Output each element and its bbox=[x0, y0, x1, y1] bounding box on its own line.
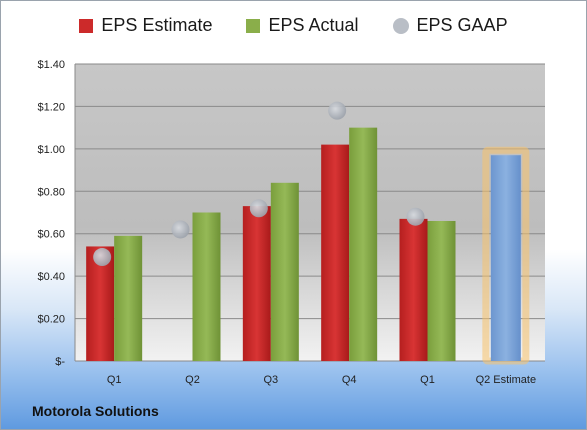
point-eps-gaap bbox=[328, 101, 347, 120]
y-tick-label: $0.40 bbox=[37, 271, 65, 283]
y-tick-label: $1.00 bbox=[37, 144, 65, 156]
company-name: Motorola Solutions bbox=[32, 403, 159, 419]
legend-swatch-eps-actual bbox=[246, 18, 261, 33]
bars bbox=[86, 127, 530, 365]
x-tick-label: Q3 bbox=[263, 374, 278, 386]
legend-swatch-eps-gaap bbox=[392, 17, 409, 34]
bar-eps-actual bbox=[270, 182, 299, 361]
plot-area bbox=[75, 64, 545, 361]
point-eps-gaap bbox=[249, 199, 268, 218]
legend-eps-actual: EPS Actual bbox=[246, 15, 359, 36]
bar-q2-estimate bbox=[490, 155, 521, 361]
y-tick-label: $1.20 bbox=[37, 101, 65, 113]
legend-label-eps-estimate: EPS Estimate bbox=[101, 15, 213, 35]
y-tick-label: $0.60 bbox=[37, 229, 65, 241]
bar-eps-actual bbox=[427, 220, 456, 361]
gaap-points bbox=[93, 101, 425, 267]
chart-legend: EPS Estimate EPS Actual EPS GAAP bbox=[1, 15, 586, 36]
y-tick-label: $0.80 bbox=[37, 186, 65, 198]
x-axis: Q1 Q2 Q3 Q4 Q1 Q2 Estimate bbox=[107, 374, 536, 386]
x-tick-label: Q2 bbox=[185, 374, 200, 386]
legend-label-eps-gaap: EPS GAAP bbox=[416, 15, 508, 35]
x-tick-label: Q1 bbox=[420, 374, 435, 386]
y-axis: $- $0.20 $0.40 $0.60 $0.80 $1.00 $1.20 $1.40 bbox=[37, 59, 76, 368]
bar-eps-estimate bbox=[399, 218, 428, 361]
y-tick-label: $- bbox=[55, 356, 65, 368]
legend-eps-estimate: EPS Estimate bbox=[79, 15, 212, 36]
bar-eps-actual bbox=[192, 212, 221, 361]
legend-swatch-eps-estimate bbox=[79, 18, 94, 33]
point-eps-gaap bbox=[406, 207, 425, 226]
bar-eps-actual bbox=[349, 127, 378, 362]
bar-eps-actual bbox=[114, 235, 143, 361]
legend-label-eps-actual: EPS Actual bbox=[268, 15, 359, 35]
point-eps-gaap bbox=[171, 220, 190, 239]
x-tick-label: Q1 bbox=[107, 374, 122, 386]
x-tick-label: Q4 bbox=[342, 374, 357, 386]
bar-eps-estimate bbox=[242, 206, 271, 361]
y-tick-label: $1.40 bbox=[37, 59, 65, 71]
legend-eps-gaap: EPS GAAP bbox=[392, 15, 508, 36]
point-eps-gaap bbox=[93, 248, 112, 267]
x-tick-label: Q2 Estimate bbox=[476, 374, 537, 386]
grid-lines bbox=[75, 63, 545, 362]
y-tick-label: $0.20 bbox=[37, 314, 65, 326]
bar-eps-estimate bbox=[321, 144, 350, 361]
